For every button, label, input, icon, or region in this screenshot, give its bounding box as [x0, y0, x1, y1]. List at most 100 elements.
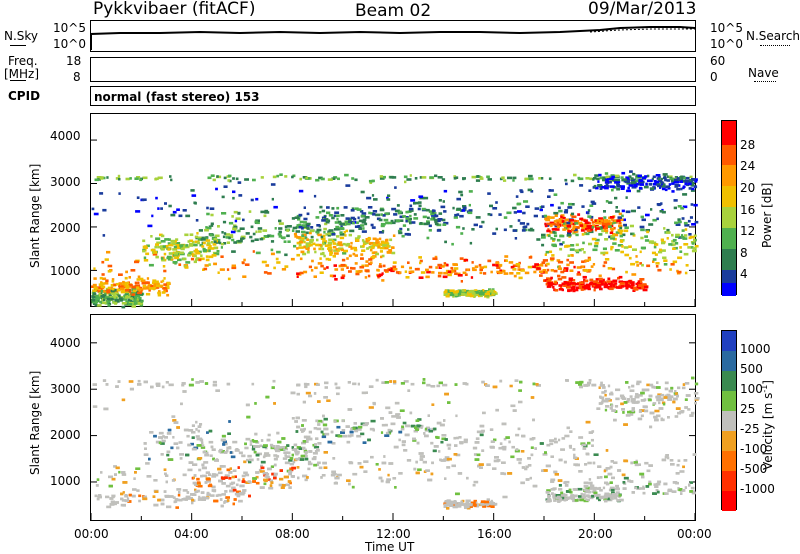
- power-echo-cell: [150, 248, 156, 252]
- power-echo-cell: [599, 285, 602, 289]
- power-echo-cell: [112, 287, 116, 291]
- power-echo-cell: [147, 284, 151, 287]
- velocity-echo-cell: [334, 476, 340, 480]
- power-echo-cell: [584, 259, 590, 262]
- power-echo-cell: [141, 198, 147, 201]
- power-echo-cell: [233, 225, 238, 229]
- velocity-echo-cell: [443, 419, 446, 422]
- velocity-echo-cell: [589, 496, 594, 500]
- velocity-echo-cell: [337, 434, 343, 438]
- velocity-echo-cell: [332, 457, 336, 460]
- velocity-echo-cell: [229, 489, 235, 493]
- velocity-echo-cell: [260, 460, 266, 464]
- power-echo-cell: [452, 206, 455, 210]
- power-echo-cell: [642, 288, 648, 292]
- power-echo-cell: [584, 286, 590, 290]
- power-echo-cell: [229, 234, 234, 237]
- power-echo-cell: [367, 237, 372, 241]
- power-echo-cell: [328, 214, 333, 217]
- velocity-echo-cell: [220, 504, 224, 508]
- velocity-echo-cell: [530, 453, 534, 457]
- power-echo-cell: [193, 254, 197, 258]
- power-ticks: [90, 139, 696, 306]
- power-echo-cell: [237, 181, 242, 184]
- power-echo-cell: [650, 208, 653, 211]
- velocity-echo-cell: [656, 398, 660, 402]
- power-echo-cell: [657, 184, 663, 188]
- power-cb-tick-4: 4: [740, 267, 748, 281]
- velocity-echo-cell: [313, 392, 317, 395]
- velocity-echo-cell: [518, 400, 523, 404]
- velocity-echo-cell: [694, 382, 699, 386]
- power-echo-cell: [306, 250, 310, 254]
- power-echo-cell: [507, 176, 513, 180]
- velocity-echo-cell: [295, 416, 300, 420]
- power-echo-cell: [168, 252, 174, 255]
- velocity-echo-cell: [444, 500, 450, 503]
- power-echo-cell: [479, 271, 483, 275]
- power-echo-cell: [386, 196, 389, 200]
- velocity-echo-cell: [161, 439, 166, 443]
- power-echo-cell: [342, 252, 347, 255]
- power-echo-cell: [503, 179, 507, 182]
- power-echo-cell: [628, 245, 632, 248]
- power-echo-cell: [360, 224, 365, 227]
- power-echo-cell: [106, 289, 111, 292]
- power-echo-cell: [164, 202, 167, 205]
- velocity-echo-cell: [609, 407, 613, 410]
- velocity-echo-cell: [317, 442, 322, 445]
- velocity-echo-cell: [179, 457, 183, 460]
- power-echo-cell: [561, 282, 566, 286]
- power-echo-cell: [364, 216, 370, 219]
- velocity-echo-cell: [179, 453, 184, 456]
- velocity-echo-cell: [120, 492, 124, 496]
- power-echo-cell: [278, 222, 284, 225]
- velocity-echo-cell: [407, 389, 411, 392]
- power-echo-cell: [523, 200, 529, 203]
- power-echo-cell: [386, 250, 391, 254]
- velocity-echo-cell: [362, 423, 368, 427]
- power-echo-cell: [595, 285, 599, 288]
- power-echo-cell: [204, 228, 209, 232]
- velocity-echo-cell: [544, 451, 547, 454]
- power-echo-cell: [562, 241, 565, 244]
- velocity-echo-cell: [570, 494, 575, 498]
- velocity-echo-cell: [211, 489, 217, 492]
- power-echo-cell: [564, 178, 568, 182]
- power-echo-cell: [369, 248, 373, 252]
- power-echo-cell: [385, 221, 389, 225]
- velocity-echo-cell: [191, 447, 197, 451]
- velocity-echo-cell: [515, 448, 519, 451]
- power-echo-cell: [118, 282, 123, 285]
- velocity-echo-cell: [202, 450, 207, 454]
- power-echo-cell: [567, 206, 573, 209]
- power-echo-cell: [136, 301, 140, 305]
- power-echo-cell: [509, 225, 513, 228]
- power-echo-cell: [326, 211, 331, 215]
- velocity-echo-cell: [557, 479, 563, 482]
- power-echo-cell: [305, 176, 308, 180]
- power-echo-cell: [649, 187, 655, 190]
- velocity-echo-cell: [634, 486, 638, 490]
- power-echo-cell: [208, 263, 211, 266]
- velocity-echo-cell: [670, 386, 674, 390]
- power-echo-cell: [296, 224, 302, 227]
- velocity-echo-cell: [369, 427, 375, 431]
- power-echo-cell: [628, 184, 634, 187]
- power-echo-cell: [235, 177, 239, 181]
- power-echo-cell: [128, 283, 133, 287]
- power-echo-cell: [333, 252, 339, 255]
- power-echo-cell: [176, 246, 180, 250]
- velocity-echo-cell: [590, 438, 594, 442]
- velocity-echo-cell: [105, 383, 109, 386]
- power-echo-cell: [361, 230, 367, 233]
- power-echo-cell: [303, 245, 306, 249]
- velocity-echo-cell: [163, 436, 168, 439]
- power-echo-cell: [443, 221, 449, 225]
- power-echo-cell: [137, 291, 142, 295]
- velocity-echo-cell: [155, 382, 161, 386]
- velocity-echo-cell: [558, 488, 563, 491]
- power-echo-cell: [292, 226, 298, 230]
- power-echo-cell: [189, 233, 194, 236]
- power-echo-cell: [596, 177, 600, 181]
